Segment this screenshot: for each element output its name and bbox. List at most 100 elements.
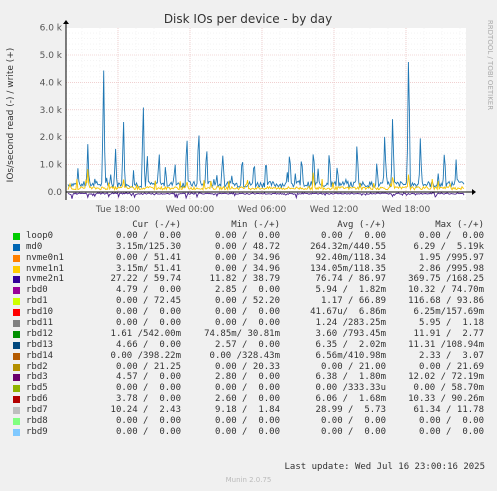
legend-min: 0.00 /328.43m	[209, 350, 280, 361]
legend-name: rbd7	[26, 405, 48, 416]
legend-cur: 10.24 / 2.43	[110, 405, 181, 416]
legend-name: rbd14	[26, 350, 54, 361]
legend-cur: 0.00 / 0.00	[115, 416, 181, 427]
x-tick-label: Wed 18:00	[382, 205, 431, 215]
legend-avg: 3.60 /793.45m	[315, 328, 386, 339]
legend-max: 12.02 / 72.19m	[408, 372, 484, 383]
header-min: Min (-/+)	[231, 220, 280, 230]
legend-name: nvme1n1	[26, 263, 64, 274]
legend-row: rbd5 0.00 / 0.00 0.00 / 0.00 0.00 /333.33u 0…	[0, 383, 497, 394]
legend-min: 0.00 / 0.00	[214, 307, 280, 318]
legend-name: rbd6	[26, 394, 48, 405]
legend-min: 0.00 / 34.96	[214, 252, 280, 263]
y-tick-label: 2.0 k	[40, 133, 63, 143]
legend-min: 0.00 / 0.00	[214, 318, 280, 329]
legend-swatch	[13, 418, 20, 426]
header-max: Max (-/+)	[435, 220, 484, 230]
legend-max: 2.33 / 3.07	[418, 350, 484, 361]
legend-cur: 3.78 / 0.00	[115, 394, 181, 405]
legend-row: md0 3.15m/125.30 0.00 / 48.72 264.32m/440.5…	[0, 242, 497, 253]
legend-max: 116.68 / 93.86	[408, 296, 484, 307]
x-tick-label: Tue 18:00	[95, 205, 140, 215]
header-cur: Cur (-/+)	[132, 220, 181, 230]
y-tick-label: 5.0 k	[40, 51, 63, 61]
legend-max: 0.00 / 21.69	[418, 361, 484, 372]
x-axis-arrow	[472, 189, 476, 195]
legend-cur: 0.00 / 0.00	[115, 230, 181, 241]
legend-cur: 0.00 /398.22m	[110, 350, 181, 361]
legend-cur: 1.61 /542.00m	[110, 328, 181, 339]
legend-min: 0.00 / 34.96	[214, 263, 280, 274]
legend-table: Cur (-/+) Min (-/+) Avg (-/+) Max (-/+) …	[0, 220, 497, 438]
legend-row: rbd14 0.00 /398.22m 0.00 /328.43m 6.56m/410…	[0, 351, 497, 362]
legend-min: 0.00 / 0.00	[214, 383, 280, 394]
legend-min: 0.00 / 52.20	[214, 296, 280, 307]
legend-name: nvme2n1	[26, 274, 64, 285]
legend-swatch	[13, 320, 20, 328]
legend-swatch	[13, 330, 20, 338]
legend-row: rbd9 0.00 / 0.00 0.00 / 0.00 0.00 / 0.00 0.0…	[0, 427, 497, 438]
legend-rows: loop0 0.00 / 0.00 0.00 / 0.00 0.00 / 0.00 0.…	[0, 231, 497, 438]
legend-avg: 6.38 / 1.80m	[315, 372, 386, 383]
legend-avg: 41.67u/ 6.86m	[310, 307, 386, 318]
legend-max: 0.00 / 0.00	[418, 230, 484, 241]
legend-name: rbd2	[26, 361, 48, 372]
legend-swatch	[13, 276, 20, 284]
legend-row: rbd7 10.24 / 2.43 9.18 / 1.84 28.99 / 5.73 6…	[0, 405, 497, 416]
legend-row: rbd0 4.79 / 0.00 2.85 / 0.00 5.94 / 1.82m 10…	[0, 285, 497, 296]
legend-avg: 1.17 / 66.89	[320, 296, 386, 307]
legend-row: nvme0n1 0.00 / 51.41 0.00 / 34.96 92.40m/11…	[0, 253, 497, 264]
legend-min: 74.85m/ 30.81m	[204, 328, 280, 339]
rrdtool-credit: RRDTOOL / TOBI OETIKER	[486, 20, 494, 110]
legend-cur: 4.57 / 0.00	[115, 372, 181, 383]
legend-avg: 0.00 /333.33u	[315, 383, 386, 394]
legend-min: 9.18 / 1.84	[214, 405, 280, 416]
legend-swatch	[13, 374, 20, 382]
legend-avg: 6.35 / 2.02m	[315, 339, 386, 350]
legend-avg: 5.94 / 1.82m	[315, 285, 386, 296]
legend-cur: 0.00 / 0.00	[115, 426, 181, 437]
legend-avg: 0.00 / 0.00	[320, 230, 386, 241]
legend-avg: 134.05m/118.35	[310, 263, 386, 274]
y-tick-label: 4.0 k	[40, 78, 63, 88]
legend-row: nvme1n1 3.15m/ 51.41 0.00 / 34.96 134.05m/1…	[0, 264, 497, 275]
legend-swatch	[13, 363, 20, 371]
legend-max: 10.33 / 90.26m	[408, 394, 484, 405]
x-tick-label: Wed 00:00	[166, 205, 215, 215]
legend-min: 0.00 / 20.33	[214, 361, 280, 372]
header-avg: Avg (-/+)	[337, 220, 386, 230]
legend-name: rbd13	[26, 339, 54, 350]
legend-cur: 0.00 / 0.00	[115, 307, 181, 318]
legend-cur: 0.00 / 0.00	[115, 318, 181, 329]
legend-swatch	[13, 309, 20, 317]
legend-swatch	[13, 254, 20, 262]
legend-swatch	[13, 352, 20, 360]
legend-min: 0.00 / 0.00	[214, 230, 280, 241]
legend-avg: 6.06 / 1.68m	[315, 394, 386, 405]
legend-name: rbd1	[26, 296, 48, 307]
legend-name: rbd5	[26, 383, 48, 394]
legend-name: nvme0n1	[26, 252, 64, 263]
legend-cur: 4.79 / 0.00	[115, 285, 181, 296]
legend-cur: 4.66 / 0.00	[115, 339, 181, 350]
legend-row: rbd12 1.61 /542.00m 74.85m/ 30.81m 3.60 /79…	[0, 329, 497, 340]
last-update: Last update: Wed Jul 16 23:00:16 2025	[284, 462, 485, 472]
legend-max: 10.32 / 74.70m	[408, 285, 484, 296]
series-line-nvme2n1	[67, 192, 465, 200]
y-tick-label: 6.0 k	[40, 24, 63, 34]
legend-row: rbd10 0.00 / 0.00 0.00 / 0.00 41.67u/ 6.86m…	[0, 307, 497, 318]
legend-avg: 92.40m/118.34	[315, 252, 386, 263]
x-tick-label: Wed 06:00	[238, 205, 287, 215]
legend-name: rbd9	[26, 426, 48, 437]
legend-row: nvme2n1 27.22 / 59.74 11.82 / 38.79 76.74 /…	[0, 274, 497, 285]
legend-max: 11.91 / 2.77	[413, 328, 484, 339]
munin-version: Munin 2.0.75	[225, 476, 272, 484]
legend-row: rbd8 0.00 / 0.00 0.00 / 0.00 0.00 / 0.00 0.0…	[0, 416, 497, 427]
legend-max: 0.00 / 58.70m	[413, 383, 484, 394]
legend-swatch	[13, 232, 20, 240]
legend-swatch	[13, 265, 20, 273]
y-axis-arrow	[63, 20, 69, 24]
legend-min: 2.60 / 0.00	[214, 394, 280, 405]
legend-name: rbd11	[26, 318, 54, 329]
legend-cur: 0.00 / 0.00	[115, 383, 181, 394]
